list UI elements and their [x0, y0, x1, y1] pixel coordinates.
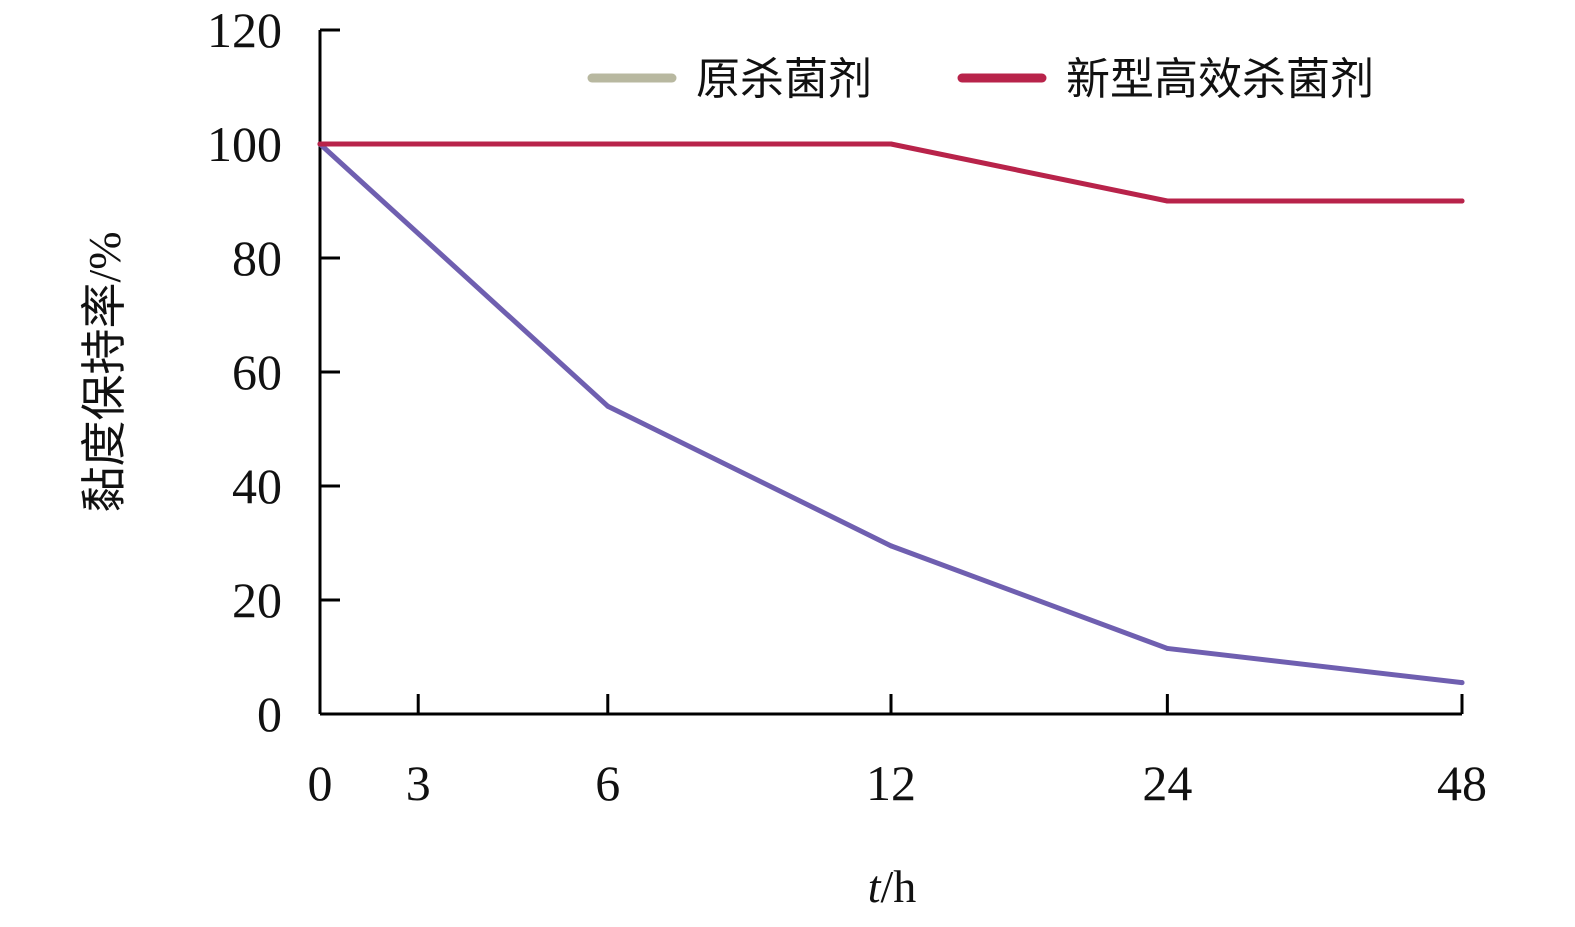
series-1-point-3 [1459, 198, 1465, 204]
series-1-point-0 [317, 141, 323, 147]
x-axis-title-variable: t [868, 861, 882, 912]
series-1-point-1 [888, 141, 894, 147]
y-tick-label-60: 60 [232, 344, 282, 400]
x-tick-label-24: 24 [1142, 755, 1192, 811]
series-0-point-3 [1164, 645, 1170, 651]
x-tick-label-12: 12 [866, 755, 916, 811]
y-tick-label-120: 120 [207, 2, 282, 58]
x-tick-label-6: 6 [595, 755, 620, 811]
x-axis-title-unit: /h [881, 861, 917, 912]
y-tick-label-20: 20 [232, 572, 282, 628]
x-axis-title: t/h [868, 861, 917, 912]
y-axis-title: 黏度保持率/% [79, 231, 130, 512]
series-0-point-4 [1459, 680, 1465, 686]
series-lines [317, 141, 1465, 686]
series-line-0 [317, 141, 1465, 686]
legend-label-new: 新型高效杀菌剂 [1066, 54, 1374, 105]
x-axis-ticks: 0 3 6 12 24 48 [308, 694, 1487, 811]
series-1 [317, 141, 1465, 204]
series-0-point-1 [605, 403, 611, 409]
legend-label-original: 原杀菌剂 [696, 54, 872, 105]
series-1-point-2 [1164, 198, 1170, 204]
y-tick-label-80: 80 [232, 230, 282, 286]
series-line-1 [317, 141, 1465, 204]
y-tick-label-100: 100 [207, 116, 282, 172]
series-0-point-2 [888, 543, 894, 549]
plot-area: 0 20 40 60 80 100 120 0 3 6 12 24 48 [207, 2, 1487, 811]
y-tick-label-40: 40 [232, 458, 282, 514]
legend: 原杀菌剂 新型高效杀菌剂 [587, 54, 1374, 105]
x-tick-label-3: 3 [406, 755, 431, 811]
series-0 [317, 141, 1465, 686]
y-tick-label-0: 0 [257, 686, 282, 742]
x-tick-label-0: 0 [308, 755, 333, 811]
x-tick-label-48: 48 [1437, 755, 1487, 811]
